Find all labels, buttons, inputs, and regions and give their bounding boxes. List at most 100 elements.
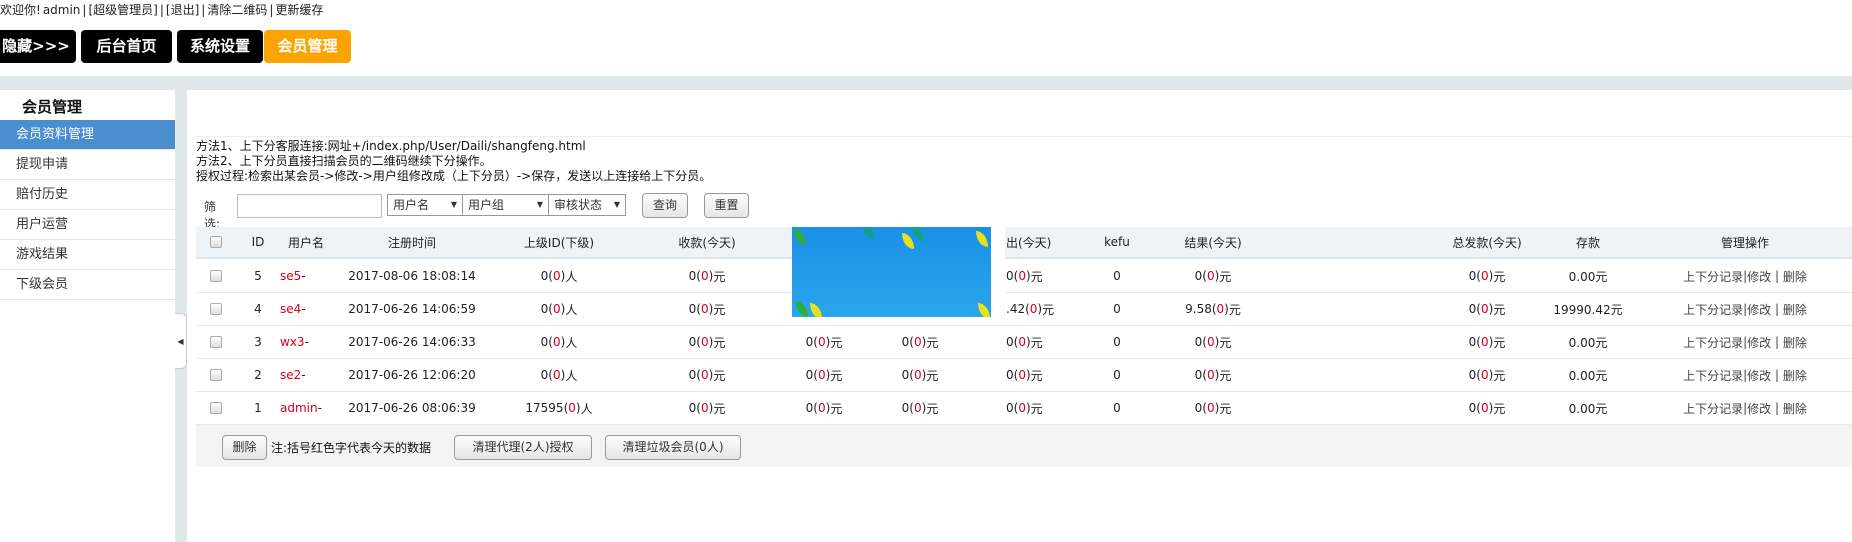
status-select[interactable]: 审核状态 ▼ xyxy=(548,194,626,216)
row-checkbox[interactable] xyxy=(210,402,222,414)
unit: 元 xyxy=(926,401,939,416)
record-link[interactable]: 上下分记录 xyxy=(1683,368,1744,383)
cell-out: 0(0) 元 xyxy=(1006,401,1043,416)
field-select[interactable]: 用户名 ▼ xyxy=(387,194,463,216)
cell-username[interactable]: se5- xyxy=(276,260,336,292)
cell-recv: 0(0) 元 xyxy=(688,269,726,284)
cell-id: 4 xyxy=(254,302,262,316)
username-link[interactable]: se5 xyxy=(280,269,302,283)
reset-button[interactable]: 重置 xyxy=(704,193,749,218)
nav-hide-button[interactable]: 隐藏>>> xyxy=(0,30,76,63)
instruction-line: 方法2、上下分员直接扫描会员的二维码继续下分操作。 xyxy=(196,154,492,168)
delete-link[interactable]: 删除 xyxy=(1782,368,1807,383)
value: 0 xyxy=(540,302,549,316)
select-all-checkbox[interactable] xyxy=(210,236,222,248)
clear-junk-members-button[interactable]: 清理垃圾会员(0人) xyxy=(605,435,741,460)
role-link[interactable]: [超级管理员] xyxy=(88,3,158,17)
sidebar-item-sub-members[interactable]: 下级会员 xyxy=(0,270,175,300)
cell-reg-time: 2017-08-06 18:08:14 xyxy=(348,269,476,283)
value: 0 xyxy=(805,401,814,415)
edit-link[interactable]: 修改 xyxy=(1747,269,1772,284)
edit-link[interactable]: 修改 xyxy=(1747,368,1772,383)
delete-link[interactable]: 删除 xyxy=(1782,401,1807,416)
delete-selected-button[interactable]: 删除 xyxy=(222,435,267,460)
sidebar-item-user-operations[interactable]: 用户运营 xyxy=(0,210,175,240)
value: 0 xyxy=(901,401,910,415)
today-value: 0 xyxy=(1480,335,1489,349)
unit: 元 xyxy=(1030,368,1043,383)
row-checkbox[interactable] xyxy=(210,369,222,381)
edit-link[interactable]: 修改 xyxy=(1747,401,1772,416)
collapse-sidebar-icon[interactable]: ◀ xyxy=(175,313,187,369)
cell-username[interactable]: admin - xyxy=(276,392,336,424)
clear-qr-link[interactable]: 清除二维码 xyxy=(207,3,268,17)
cell-actions: 上下分记录 | 修改 | 删除 xyxy=(1675,359,1815,391)
cell-total: 0(0) 元 xyxy=(1468,302,1506,317)
value: .42 xyxy=(1006,302,1026,316)
separator: | xyxy=(1743,401,1748,415)
keyword-input[interactable] xyxy=(237,194,382,218)
clear-agents-button[interactable]: 清理代理(2人)授权 xyxy=(454,435,592,460)
col-received: 收款(今天) xyxy=(678,235,736,250)
group-select[interactable]: 用户组 ▼ xyxy=(462,194,549,216)
record-link[interactable]: 上下分记录 xyxy=(1683,302,1744,317)
divider-band xyxy=(0,76,1852,90)
today-value: 0 xyxy=(552,269,561,283)
record-link[interactable]: 上下分记录 xyxy=(1683,335,1744,350)
separator: | xyxy=(1743,335,1748,349)
col-reg-time: 注册时间 xyxy=(387,235,436,250)
username-link[interactable]: se2 xyxy=(280,368,302,382)
cell-username[interactable]: se4- xyxy=(276,293,336,325)
nav-member-management[interactable]: 会员管理 xyxy=(264,30,351,63)
unit: 元 xyxy=(830,335,843,350)
cell-username[interactable]: wx3- xyxy=(276,326,336,358)
nav-system-settings[interactable]: 系统设置 xyxy=(177,30,263,63)
unit: 人 xyxy=(565,269,578,284)
separator: | xyxy=(201,3,206,17)
floating-ad-image[interactable] xyxy=(792,227,1005,317)
instructions: 方法1、上下分客服连接:网址+/index.php/User/Daili/sha… xyxy=(196,136,1852,184)
sidebar-item-game-results[interactable]: 游戏结果 xyxy=(0,240,175,270)
today-value: 0 xyxy=(1480,368,1489,382)
delete-link[interactable]: 删除 xyxy=(1782,269,1807,284)
row-checkbox[interactable] xyxy=(210,303,222,315)
edit-link[interactable]: 修改 xyxy=(1747,302,1772,317)
row-checkbox[interactable] xyxy=(210,270,222,282)
leaf-icon xyxy=(976,231,988,247)
record-link[interactable]: 上下分记录 xyxy=(1683,269,1744,284)
sidebar-item-member-profiles[interactable]: 会员资料管理 xyxy=(0,120,175,150)
delete-link[interactable]: 删除 xyxy=(1782,302,1807,317)
suffix: - xyxy=(301,302,306,316)
footer-note: 注:括号红色字代表今天的数据 xyxy=(271,441,432,455)
cell-username[interactable]: se2- xyxy=(276,359,336,391)
edit-link[interactable]: 修改 xyxy=(1747,335,1772,350)
logout-link[interactable]: [退出] xyxy=(165,3,200,17)
username-link[interactable]: admin xyxy=(280,401,318,415)
cell-id: 5 xyxy=(254,269,262,283)
unit: 人 xyxy=(565,302,578,317)
sidebar-item-payout-history[interactable]: 赔付历史 xyxy=(0,180,175,210)
table-row: 2 se2-2017-06-26 12:06:20 0(0) 人 0(0) 元 0(0) 元 0… xyxy=(196,359,1852,392)
unit: 元 xyxy=(713,335,726,350)
nav-home[interactable]: 后台首页 xyxy=(81,30,172,63)
cell-kefu: 0 xyxy=(1113,302,1121,316)
username: admin xyxy=(42,3,81,17)
today-value: 0 xyxy=(1018,269,1026,283)
cell-actions: 上下分记录 | 修改 | 删除 xyxy=(1675,326,1815,358)
select-value: 用户名 xyxy=(393,198,430,212)
separator: | xyxy=(1771,302,1783,316)
record-link[interactable]: 上下分记录 xyxy=(1683,401,1744,416)
username-link[interactable]: wx3 xyxy=(280,335,305,349)
cell-result: 0(0) 元 xyxy=(1194,335,1232,350)
cell-recv: 0(0) 元 xyxy=(688,335,726,350)
refresh-cache-link[interactable]: 更新缓存 xyxy=(275,3,324,17)
unit: 元 xyxy=(1030,401,1043,416)
cell-h2: 0(0) 元 xyxy=(901,401,939,416)
today-value: 0 xyxy=(1206,269,1215,283)
delete-link[interactable]: 删除 xyxy=(1782,335,1807,350)
username-link[interactable]: se4 xyxy=(280,302,302,316)
separator: | xyxy=(82,3,87,17)
search-button[interactable]: 查询 xyxy=(642,193,688,218)
sidebar-item-withdrawals[interactable]: 提现申请 xyxy=(0,150,175,180)
row-checkbox[interactable] xyxy=(210,336,222,348)
